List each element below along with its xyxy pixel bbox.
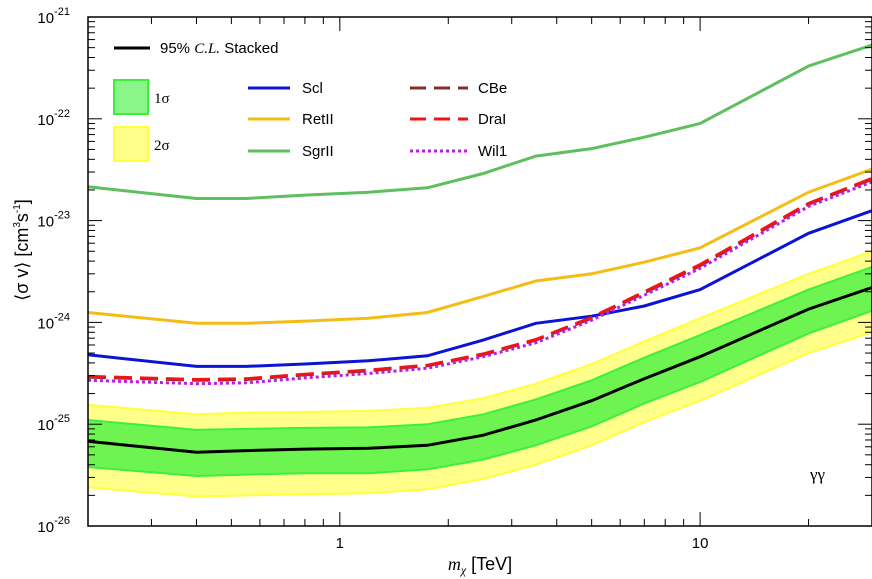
tick-labels: 1 10 10-21 10-22 10-23 10-24 10-25 10-26 bbox=[37, 6, 708, 552]
x-tick-label: 1 bbox=[336, 535, 344, 552]
legend-scl-label: Scl bbox=[302, 80, 323, 97]
legend: 95% C.L. Stacked 1σ 2σ Scl RetII SgrII C… bbox=[113, 40, 507, 162]
legend-2sigma-swatch bbox=[113, 126, 149, 162]
y-tick-label: 10-22 bbox=[37, 108, 70, 129]
y-tick-label: 10-25 bbox=[37, 413, 70, 434]
x-tick-label: 10 bbox=[692, 535, 709, 552]
legend-stacked-label: 95% C.L. Stacked bbox=[160, 40, 278, 57]
band-2sigma-upper-edge bbox=[87, 250, 872, 416]
plot-frame bbox=[87, 16, 872, 527]
band-1sigma bbox=[88, 267, 872, 476]
axes-frame bbox=[87, 16, 872, 527]
legend-sgrii-label: SgrII bbox=[302, 143, 334, 160]
stacked-limit-line bbox=[87, 286, 872, 454]
series-line-wil1 bbox=[87, 180, 872, 386]
legend-1sigma-label: 1σ bbox=[154, 91, 170, 107]
band-2sigma-lower-edge bbox=[87, 331, 872, 498]
series-line-drai bbox=[87, 177, 872, 382]
channel-annotation: γγ bbox=[809, 465, 826, 484]
y-tick-label: 10-21 bbox=[37, 6, 70, 27]
y-tick-label: 10-23 bbox=[37, 210, 70, 231]
legend-retii-label: RetII bbox=[302, 111, 334, 128]
legend-cbe-label: CBe bbox=[478, 80, 507, 97]
x-axis-title: mχ [TeV] bbox=[448, 554, 512, 577]
y-tick-label: 10-26 bbox=[37, 515, 70, 536]
series-line-scl bbox=[87, 209, 872, 368]
limit-curves bbox=[87, 43, 872, 454]
uncertainty-bands bbox=[87, 250, 872, 498]
legend-wil1-label: Wil1 bbox=[478, 143, 507, 160]
legend-drai-label: DraI bbox=[478, 111, 506, 128]
y-tick-label: 10-24 bbox=[37, 311, 70, 332]
legend-1sigma-swatch bbox=[113, 79, 149, 115]
y-axis-title: ⟨σ v⟩ [cm3s-1] bbox=[12, 199, 32, 301]
legend-2sigma-label: 2σ bbox=[154, 138, 170, 154]
band-1sigma-upper-edge bbox=[87, 266, 872, 431]
series-line-sgrii bbox=[87, 43, 872, 200]
band-1sigma-lower-edge bbox=[87, 309, 872, 478]
axis-ticks bbox=[87, 16, 872, 527]
series-line-retii bbox=[87, 167, 872, 325]
